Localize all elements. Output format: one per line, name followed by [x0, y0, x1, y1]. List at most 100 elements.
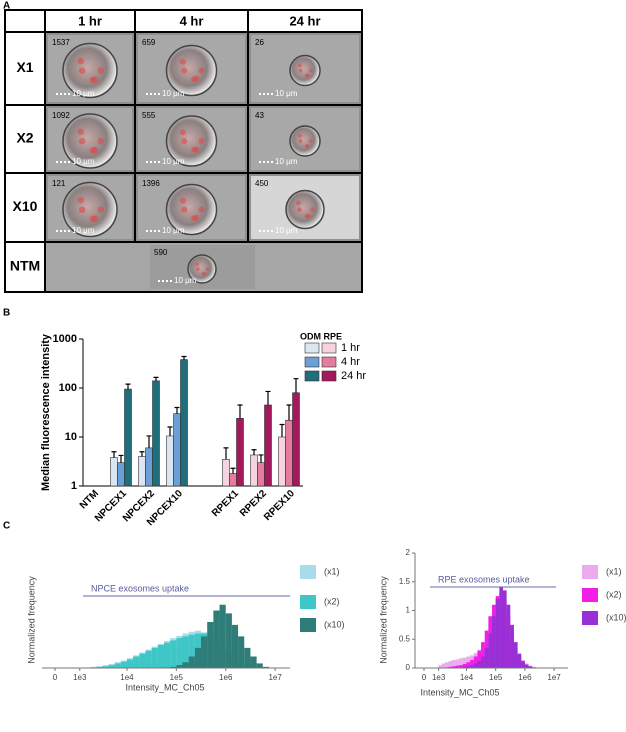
legend-label: (x1): [324, 566, 340, 576]
cell: [62, 113, 118, 169]
legend-title: ODM RPE: [300, 331, 342, 341]
cell-count: 555: [142, 111, 156, 120]
histogram-bar: [114, 663, 121, 668]
bar: [229, 473, 237, 487]
legend-label: 24 hr: [341, 370, 366, 382]
scale-label: 10 μm: [275, 226, 298, 235]
y-tick-label: 0.5: [399, 634, 411, 643]
x-tick-label: 1e7: [268, 673, 282, 682]
legend-label: (x2): [324, 596, 340, 606]
y-tick-label: 1.5: [399, 577, 411, 586]
y-tick-label: 2: [406, 548, 411, 557]
error-bar: [146, 435, 152, 448]
x-tick-label: 0: [53, 673, 58, 682]
fluorescence-spot: [298, 139, 303, 143]
fluorescence-spot: [195, 262, 199, 266]
legend-swatch: [300, 565, 316, 579]
histogram-bar: [513, 642, 518, 668]
histogram-bar: [188, 656, 195, 668]
fluorescence-spot: [298, 133, 302, 138]
fluorescence-spot: [78, 137, 86, 145]
error-bar: [111, 451, 117, 458]
fluorescence-spot: [179, 197, 186, 204]
x-tick-label: 1e7: [547, 673, 561, 682]
bar: [110, 457, 118, 487]
histogram-bar: [219, 604, 226, 668]
error-bar: [286, 404, 292, 421]
fluorescence-spot: [309, 68, 313, 73]
bar: [236, 418, 244, 487]
bar: [145, 447, 153, 487]
histogram-bar: [473, 663, 478, 668]
fluorescence-spot: [181, 206, 188, 213]
legend-label: (x10): [324, 619, 345, 629]
histogram-bar: [502, 590, 507, 668]
column-header: 24 hr: [289, 13, 320, 28]
y-tick-label: 100: [59, 382, 77, 394]
legend-swatch: [582, 611, 598, 625]
legend-swatch: [304, 342, 320, 354]
legend-swatch: [321, 342, 337, 354]
legend-swatch: [582, 565, 598, 579]
histogram-bar: [492, 616, 496, 668]
histogram-bar: [182, 662, 189, 668]
bar: [292, 392, 300, 487]
histogram-bar: [462, 657, 467, 668]
histogram-bar: [102, 666, 109, 668]
histogram-bar: [517, 653, 522, 668]
bar: [152, 380, 160, 487]
fluorescence-spot: [309, 139, 313, 143]
fluorescence-spot: [77, 196, 84, 204]
scale-label: 10 μm: [275, 89, 298, 98]
histogram-bar: [96, 666, 103, 668]
fluorescence-spot: [97, 67, 105, 74]
error-bar: [279, 423, 285, 437]
histogram-bar: [459, 665, 463, 668]
legend-swatch: [300, 595, 316, 609]
error-bar: [125, 383, 131, 390]
histogram-bar: [452, 659, 456, 668]
histogram-bar: [262, 666, 269, 668]
legend-swatch: [321, 370, 337, 382]
fluorescence-spot: [78, 206, 86, 213]
cell-count: 1092: [52, 111, 70, 120]
scale-label: 10 μm: [275, 157, 298, 166]
legend-swatch: [304, 356, 320, 368]
panel-label: C: [3, 521, 10, 532]
histogram-bar: [157, 645, 164, 668]
fluorescence-spot: [179, 58, 186, 65]
cell-count: 121: [52, 179, 66, 188]
histogram-bar: [188, 634, 195, 668]
legend-swatch: [300, 618, 316, 632]
histogram-bar: [120, 661, 127, 668]
histogram-bar: [499, 587, 503, 668]
histogram-bar: [244, 647, 251, 668]
error-bar: [139, 451, 145, 457]
histogram-bar: [108, 665, 115, 668]
fluorescence-spot: [202, 272, 207, 276]
fluorescence-spot: [91, 76, 99, 83]
cell: [289, 125, 321, 157]
histogram-bar: [163, 642, 171, 668]
row-label: X2: [16, 130, 33, 146]
histogram-bar: [495, 599, 500, 668]
cell: [165, 115, 218, 167]
fluorescence-spot: [306, 213, 311, 219]
error-bar: [265, 390, 271, 405]
bar: [285, 419, 293, 487]
legend-swatch: [321, 356, 337, 368]
fluorescence-spot: [205, 267, 210, 271]
y-tick-label: 1000: [53, 333, 77, 345]
scale-label: 10 μm: [162, 89, 185, 98]
y-axis-label: Median fluorescence intensity: [40, 333, 52, 491]
scale-label: 10 μm: [174, 276, 197, 285]
cell-count: 590: [154, 248, 168, 257]
fluorescence-spot: [193, 146, 200, 153]
fluorescence-spot: [198, 138, 205, 144]
legend-label: 1 hr: [341, 342, 360, 354]
fluorescence-spot: [97, 137, 105, 145]
histogram-bar: [528, 666, 533, 668]
error-bar: [153, 376, 159, 381]
histogram-bar: [194, 647, 202, 668]
